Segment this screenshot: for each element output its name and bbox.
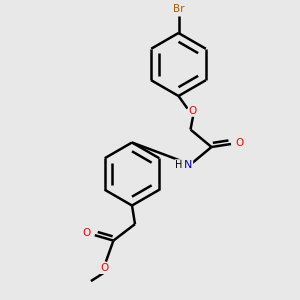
Text: O: O [189, 106, 197, 116]
Text: O: O [82, 228, 91, 238]
Text: O: O [100, 263, 109, 273]
Text: Br: Br [173, 4, 184, 14]
Text: N: N [184, 160, 192, 170]
Text: H: H [176, 160, 183, 170]
Text: O: O [235, 137, 244, 148]
